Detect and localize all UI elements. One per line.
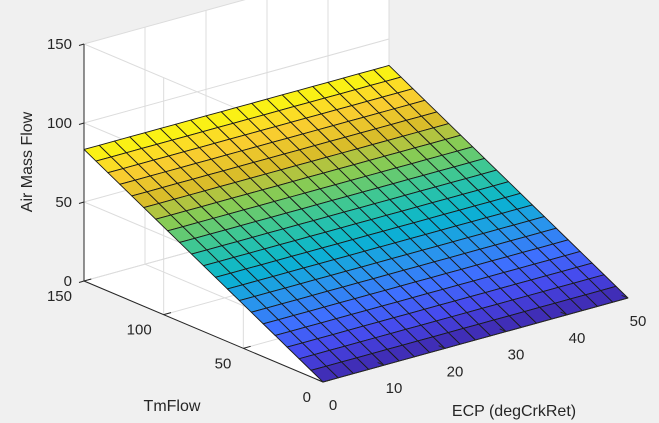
z-tick-mark bbox=[78, 280, 85, 283]
z-tick-mark bbox=[78, 122, 85, 125]
x-tick-label: 40 bbox=[569, 330, 586, 347]
x-tick-label: 50 bbox=[630, 313, 647, 330]
x-tick-label: 20 bbox=[447, 363, 464, 380]
x-tick-mark bbox=[316, 378, 324, 383]
y-axis-title: TmFlow bbox=[144, 398, 201, 415]
z-tick-label: 100 bbox=[47, 115, 72, 132]
x-tick-mark bbox=[560, 311, 568, 316]
z-tick-label: 0 bbox=[64, 273, 72, 290]
z-tick-label: 50 bbox=[55, 194, 72, 211]
x-tick-mark bbox=[499, 328, 507, 333]
y-tick-mark bbox=[322, 379, 331, 383]
x-tick-mark bbox=[377, 362, 385, 366]
y-axis-line bbox=[83, 280, 324, 383]
axis-lines bbox=[83, 44, 629, 383]
z-tick-mark bbox=[78, 201, 85, 204]
z-tick-label: 150 bbox=[47, 36, 72, 53]
x-tick-label: 30 bbox=[508, 347, 525, 364]
x-axis-line bbox=[322, 297, 629, 383]
z-axis-title: Air Mass Flow bbox=[19, 111, 36, 212]
x-tick-mark bbox=[621, 294, 629, 299]
x-tick-mark bbox=[438, 345, 446, 349]
y-tick-mark bbox=[163, 312, 172, 316]
y-tick-mark bbox=[83, 278, 92, 282]
y-tick-label: 100 bbox=[127, 322, 152, 339]
y-tick-mark bbox=[243, 345, 251, 349]
z-tick-mark bbox=[78, 43, 85, 46]
y-tick-label: 50 bbox=[215, 355, 232, 372]
y-tick-label: 0 bbox=[303, 389, 311, 406]
surface-mesh bbox=[83, 65, 629, 383]
x-tick-label: 10 bbox=[386, 380, 403, 397]
x-axis-title: ECP (degCrkRet) bbox=[452, 403, 576, 420]
y-tick-label: 150 bbox=[47, 288, 72, 305]
x-tick-label: 0 bbox=[329, 397, 337, 414]
